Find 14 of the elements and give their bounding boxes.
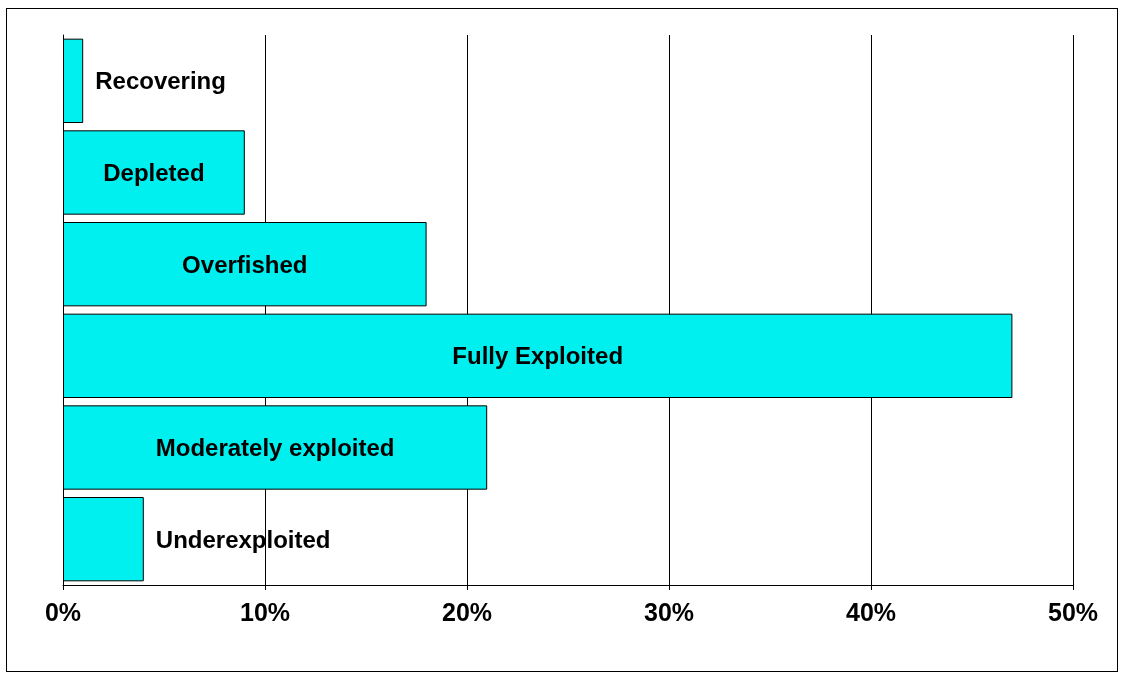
y-tick-label: Fully Exploited xyxy=(452,342,624,370)
y-tick-label: Moderately exploited xyxy=(155,434,395,461)
bar xyxy=(63,38,84,123)
y-tick-label: Overfished xyxy=(182,250,308,278)
x-tick-label: 50% xyxy=(1047,597,1099,626)
x-tick-label: 30% xyxy=(643,597,695,626)
x-tick-label: 20% xyxy=(441,597,493,626)
x-tick-label: 40% xyxy=(845,597,897,626)
bar xyxy=(63,497,144,582)
bar xyxy=(63,130,245,215)
x-tick-label: 10% xyxy=(239,597,291,626)
y-tick-label: Depleted xyxy=(103,159,205,186)
x-tick-label: 0% xyxy=(44,597,82,626)
y-tick-label: Recovering xyxy=(95,67,226,95)
